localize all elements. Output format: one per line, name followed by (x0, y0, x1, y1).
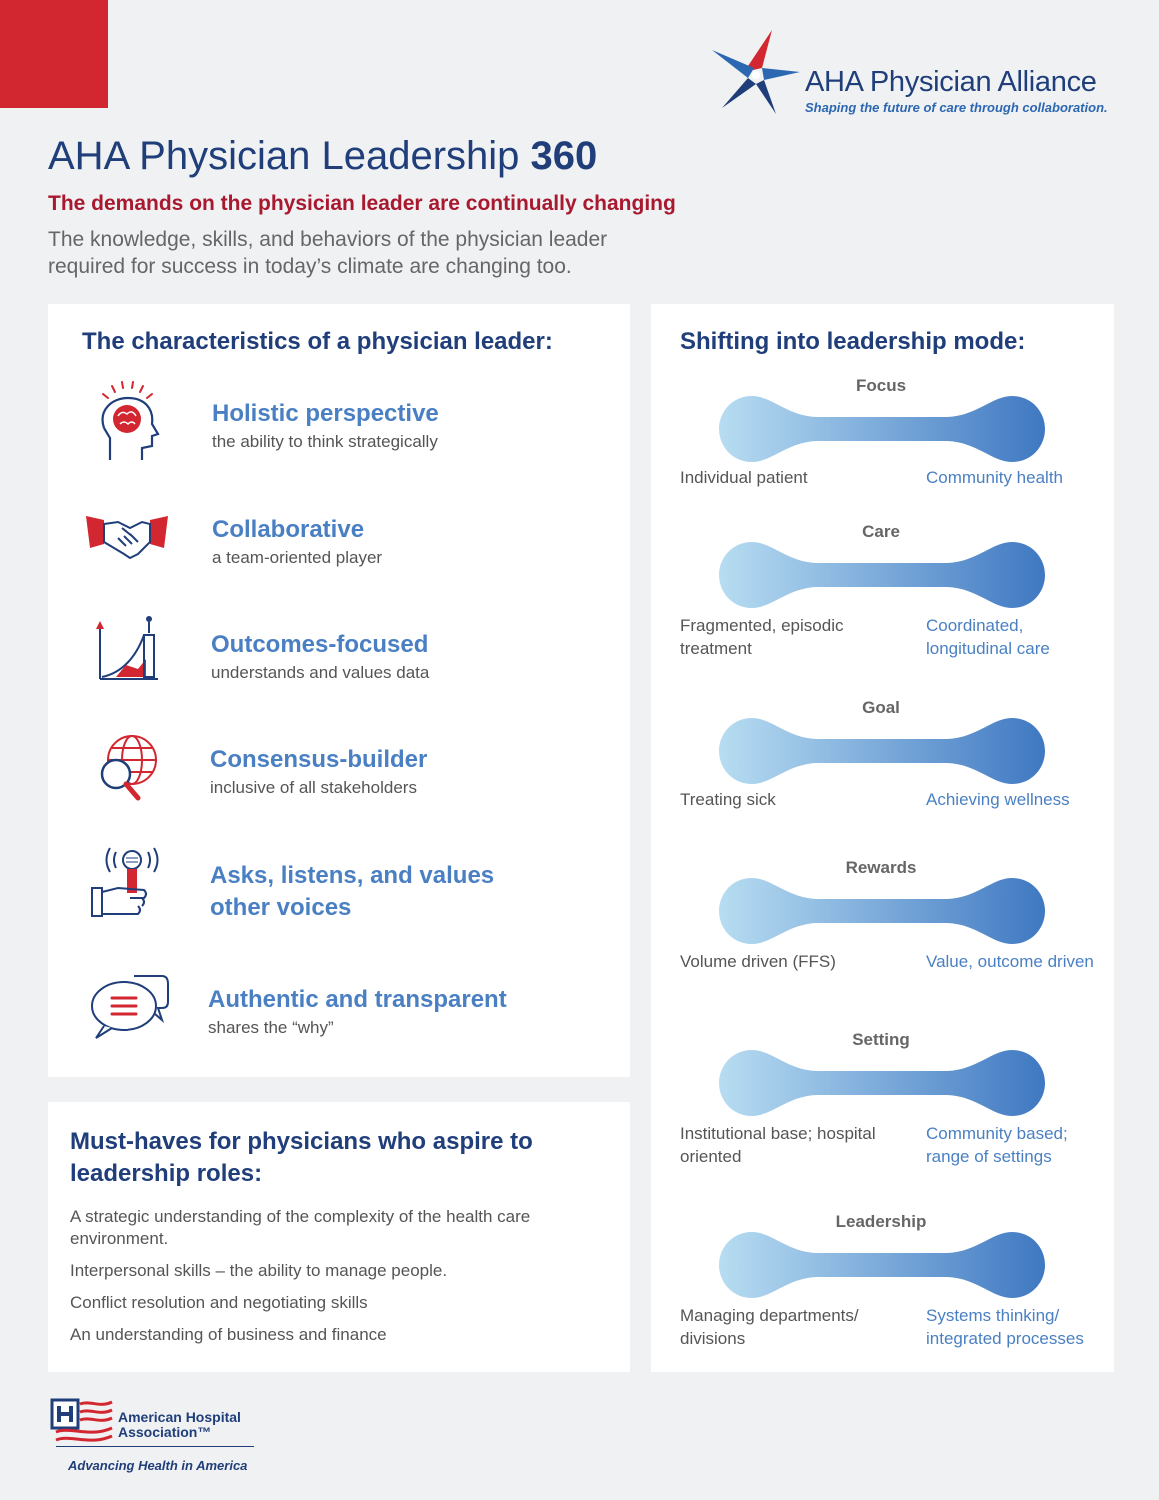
list-item: Interpersonal skills – the ability to ma… (70, 1261, 448, 1280)
shift-label: Rewards (845, 858, 917, 877)
characteristic-item: Outcomes-focused understands and values … (48, 607, 630, 697)
characteristic-desc: a team-oriented player (212, 548, 383, 567)
characteristic-title: Outcomes-focused (211, 631, 429, 658)
shift-to: Value, outcome driven (926, 952, 1094, 971)
handshake-icon (86, 516, 168, 560)
characteristic-item: Authentic and transparent shares the “wh… (48, 962, 630, 1052)
characteristics-heading: The characteristics of a physician leade… (82, 328, 553, 355)
aha-org-name: American Hospital Association™ (118, 1409, 241, 1440)
shift-to: Achieving wellness (926, 790, 1070, 809)
brand-logo: AHA Physician Alliance Shaping the futur… (712, 28, 1132, 118)
characteristic-title: Authentic and transparent (208, 986, 507, 1013)
growth-chart-icon (96, 616, 158, 680)
characteristics-panel: The characteristics of a physician leade… (48, 304, 630, 1077)
shifting-heading: Shifting into leadership mode: (680, 328, 1026, 355)
aha-flag-h-icon (50, 1398, 113, 1442)
brand-name: AHA Physician Alliance (805, 66, 1097, 98)
list-item: Conflict resolution and negotiating skil… (70, 1293, 368, 1312)
characteristic-desc: the ability to think strategically (212, 432, 438, 451)
title-prefix: AHA Physician Leadership (48, 134, 531, 178)
red-corner-block (0, 0, 108, 108)
brand-tagline: Shaping the future of care through colla… (805, 100, 1108, 115)
aha-divider (56, 1446, 254, 1447)
characteristic-desc: inclusive of all stakeholders (210, 778, 417, 797)
characteristic-desc: shares the “why” (208, 1018, 334, 1037)
list-item: A strategic understanding of the complex… (70, 1207, 531, 1248)
shift-dumbbell-graphic (719, 1050, 1045, 1116)
shift-label: Focus (855, 376, 907, 395)
shift-to: Community health (926, 468, 1064, 487)
aha-logo: American Hospital Association™ Advancing… (48, 1398, 268, 1478)
characteristic-title: Collaborative (212, 516, 365, 543)
shift-from: Fragmented, episodic treatment (680, 616, 844, 658)
shift-dumbbell-graphic (719, 1232, 1045, 1298)
shift-dumbbell-graphic (719, 878, 1045, 944)
shift-dumbbell-graphic (719, 542, 1045, 608)
characteristic-title: Asks, listens, and values other voices (210, 862, 495, 921)
page-intro: The knowledge, skills, and behaviors of … (48, 228, 608, 278)
brain-head-icon (101, 381, 160, 460)
must-haves-panel: Must-haves for physicians who aspire to … (48, 1102, 630, 1372)
shift-label: Goal (862, 698, 900, 717)
shift-from: Volume driven (FFS) (680, 952, 836, 971)
characteristic-item: Asks, listens, and values other voices (48, 838, 630, 928)
shift-label: Setting (852, 1030, 910, 1049)
shift-to: Systems thinking/ integrated processes (926, 1306, 1084, 1348)
must-haves-list: A strategic understanding of the complex… (70, 1206, 570, 1356)
globe-magnifier-icon (100, 735, 157, 801)
star-logo-icon (712, 30, 800, 114)
shift-to: Coordinated, longitudinal care (926, 616, 1050, 658)
microphone-hand-icon (91, 847, 159, 917)
aha-tagline: Advancing Health in America (68, 1458, 248, 1473)
shift-from: Institutional base; hospital oriented (680, 1124, 876, 1166)
characteristic-title: Holistic perspective (212, 400, 439, 427)
page-title: AHA Physician Leadership 360 (48, 134, 597, 179)
must-haves-heading: Must-haves for physicians who aspire to … (70, 1128, 533, 1187)
shift-from: Treating sick (680, 790, 776, 809)
shift-dumbbell-graphic (719, 718, 1045, 784)
speech-bubbles-icon (91, 975, 169, 1039)
shift-label: Care (862, 522, 900, 541)
characteristic-item: Collaborative a team-oriented player (48, 492, 630, 582)
shifting-panel: Shifting into leadership mode: Focus Ind… (651, 304, 1114, 1372)
shift-to: Community based; range of settings (926, 1124, 1068, 1166)
shift-label: Leadership (835, 1212, 927, 1231)
title-bold: 360 (530, 134, 598, 178)
characteristic-desc: understands and values data (211, 663, 430, 682)
page-subtitle: The demands on the physician leader are … (48, 192, 676, 215)
list-item: An understanding of business and finance (70, 1325, 387, 1344)
shift-from: Individual patient (680, 468, 808, 487)
shift-dumbbell-graphic (719, 396, 1045, 462)
characteristic-title: Consensus-builder (210, 746, 428, 773)
characteristic-item: Consensus-builder inclusive of all stake… (48, 722, 630, 812)
characteristic-item: Holistic perspective the ability to thin… (48, 376, 630, 466)
shift-from: Managing departments/ divisions (680, 1306, 859, 1348)
